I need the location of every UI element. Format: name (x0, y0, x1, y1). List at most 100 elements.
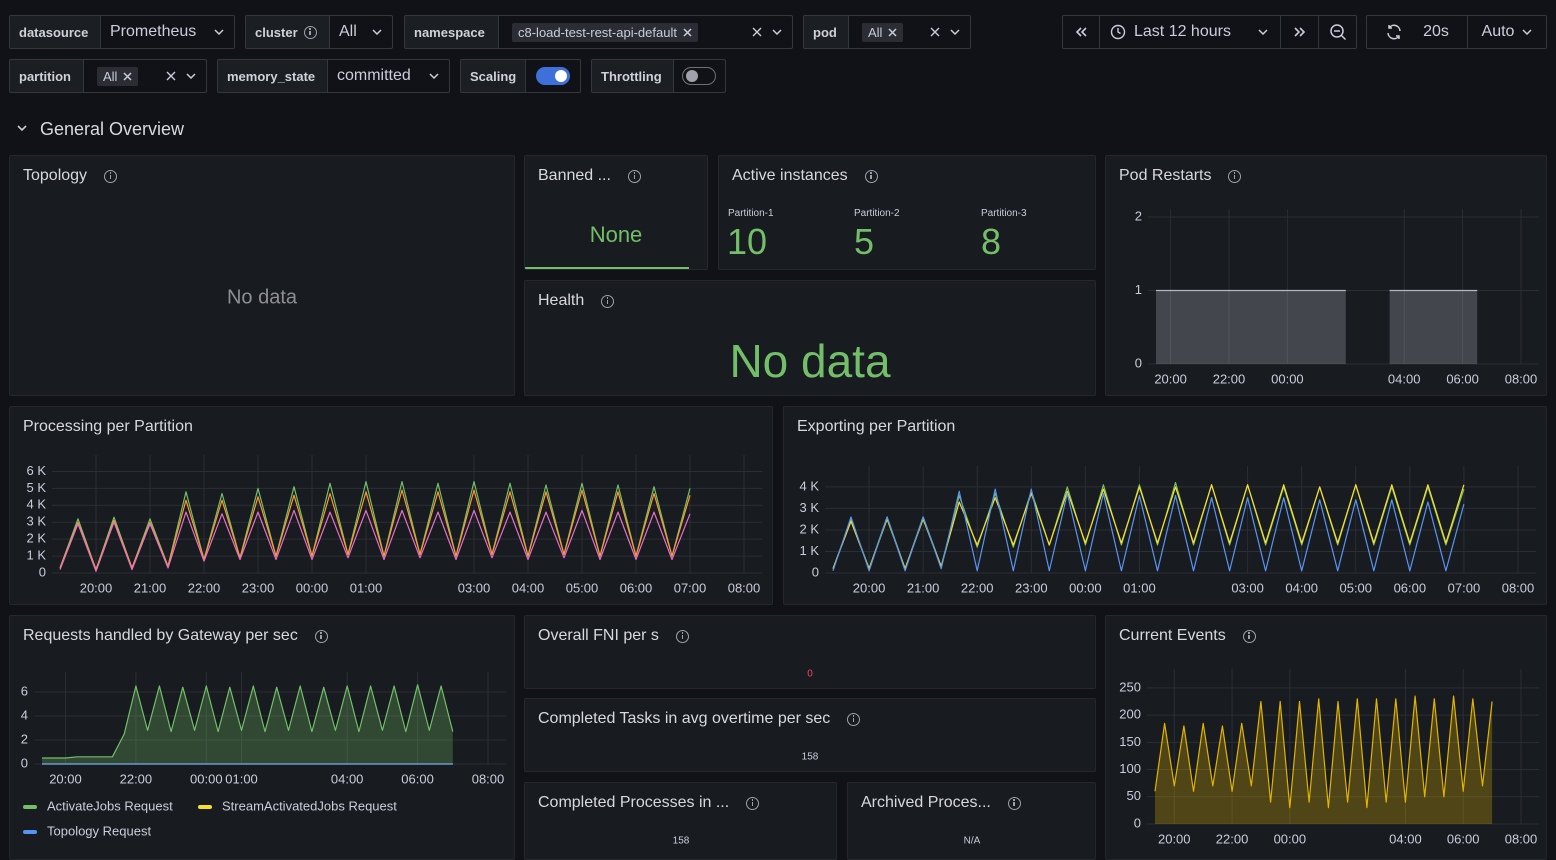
x-tick-label: 07:00 (1448, 580, 1481, 595)
value-chip[interactable]: All (97, 67, 138, 86)
variable-label: memory_state (218, 60, 328, 92)
x-tick-label: 00:00 (1069, 580, 1102, 595)
x-tick-label: 08:00 (1502, 580, 1535, 595)
x-tick-label: 00:00 (190, 771, 223, 786)
y-tick-label: 1 K (799, 543, 819, 558)
y-tick-label: 0 (1135, 355, 1142, 370)
toggle-throttling[interactable]: Throttling (591, 59, 726, 93)
refresh-mode[interactable]: Auto (1468, 16, 1546, 48)
variable-partition[interactable]: partition All (9, 59, 207, 93)
y-tick-label: 4 K (26, 497, 46, 512)
toggle-switch[interactable] (682, 67, 716, 85)
label-text: partition (19, 69, 71, 84)
stat-value: 158 (802, 752, 819, 763)
x-tick-label: 22:00 (120, 771, 153, 786)
shift-back-button[interactable] (1063, 16, 1100, 48)
panel-banned: Banned ... None (524, 155, 708, 270)
legend-label: StreamActivatedJobs Request (222, 798, 397, 813)
stat-value: 8 (981, 221, 1001, 263)
x-tick-label: 22:00 (1213, 371, 1246, 386)
info-icon (1008, 797, 1021, 810)
controls (752, 27, 792, 37)
variable-value: committed (328, 67, 420, 85)
time-range-button[interactable]: Last 12 hours (1100, 16, 1281, 48)
value-chip[interactable]: c8-load-test-rest-api-default (512, 23, 698, 42)
x-tick-label: 06:00 (1446, 371, 1479, 386)
y-tick-label: 250 (1119, 679, 1141, 694)
y-tick-label: 100 (1119, 761, 1141, 776)
toggle-scaling[interactable]: Scaling (460, 59, 581, 93)
controls (930, 27, 970, 37)
label-text: memory_state (227, 69, 315, 84)
row-chevron[interactable] (17, 125, 27, 132)
clear-icon[interactable] (930, 27, 940, 37)
y-tick-label: 2 K (799, 521, 819, 536)
chart: 024620:0022:0000:0001:0004:0006:0008:00A… (10, 616, 515, 856)
y-tick-label: 50 (1127, 788, 1141, 803)
title-text: Banned ... (538, 167, 611, 185)
shift-forward-button[interactable] (1281, 16, 1319, 48)
panel-title: Health (538, 292, 614, 310)
controls (166, 71, 206, 81)
title-text: Archived Proces... (861, 794, 991, 812)
panel-title: Completed Processes in ... (538, 794, 759, 812)
x-tick-label: 00:00 (1271, 371, 1304, 386)
x-tick-label: 20:00 (1158, 831, 1191, 846)
x-tick-label: 04:00 (1389, 831, 1422, 846)
clear-icon[interactable] (166, 71, 176, 81)
value-chip[interactable]: All (862, 23, 903, 42)
y-tick-label: 2 K (26, 531, 46, 546)
x-tick-label: 06:00 (1394, 580, 1427, 595)
y-tick-label: 0 (39, 564, 46, 579)
title-text: Health (538, 292, 584, 310)
x-tick-label: 22:00 (961, 580, 994, 595)
panel-pod-restarts: Pod Restarts 01220:0022:0000:0004:0006:0… (1105, 155, 1547, 396)
refresh-icon (1385, 23, 1403, 41)
variable-datasource[interactable]: datasource Prometheus (9, 15, 235, 49)
clear-icon[interactable] (752, 27, 762, 37)
info-icon (865, 170, 878, 183)
stat-value: 158 (673, 836, 690, 847)
info-icon (304, 26, 317, 39)
panel-fni: Overall FNI per s 0 (524, 615, 1096, 689)
label-text: datasource (19, 25, 88, 40)
title-text: Completed Tasks in avg overtime per sec (538, 710, 830, 728)
stat-value: 10 (727, 221, 767, 263)
title-text: Overall FNI per s (538, 627, 659, 645)
y-tick-label: 4 K (799, 478, 819, 493)
title-text: Completed Processes in ... (538, 794, 729, 812)
refresh-button[interactable]: 20s (1367, 16, 1468, 48)
x-tick-label: 20:00 (1154, 371, 1187, 386)
variable-pod[interactable]: pod All (803, 15, 971, 49)
x-tick-label: 01:00 (225, 771, 258, 786)
x-tick-label: 06:00 (620, 580, 653, 595)
zoom-out-button[interactable] (1319, 16, 1356, 48)
controls (372, 29, 392, 35)
panel-completed-processes: Completed Processes in ... 158 (524, 782, 837, 860)
row-title[interactable]: General Overview (40, 119, 184, 140)
chevron (186, 73, 196, 79)
variable-namespace[interactable]: namespace c8-load-test-rest-api-default (404, 15, 793, 49)
x-tick-label: 21:00 (907, 580, 940, 595)
y-tick-label: 4 (21, 707, 28, 722)
variable-label: pod (804, 16, 849, 48)
chart: 01220:0022:0000:0004:0006:0008:00 (1106, 156, 1547, 396)
stat-value: None (590, 222, 643, 248)
toggle-switch[interactable] (536, 67, 570, 85)
chevron (429, 73, 439, 79)
stat-label: Partition-3 (981, 208, 1027, 219)
variable-cluster[interactable]: cluster All (245, 15, 393, 49)
title-text: Active instances (732, 167, 848, 185)
chevron (372, 29, 382, 35)
legend-swatch (23, 805, 37, 809)
series-line (833, 483, 1464, 569)
panel-archived: Archived Proces... N/A (847, 782, 1096, 860)
y-tick-label: 6 K (26, 463, 46, 478)
stat-value: 5 (854, 221, 874, 263)
y-tick-label: 2 (1135, 208, 1142, 223)
variable-memory-state[interactable]: memory_state committed (217, 59, 450, 93)
toggle-label: Throttling (592, 60, 674, 92)
x-tick-label: 01:00 (350, 580, 383, 595)
x-tick-label: 06:00 (401, 771, 434, 786)
chart: 05010015020025020:0022:0000:0004:0006:00… (1106, 616, 1547, 856)
